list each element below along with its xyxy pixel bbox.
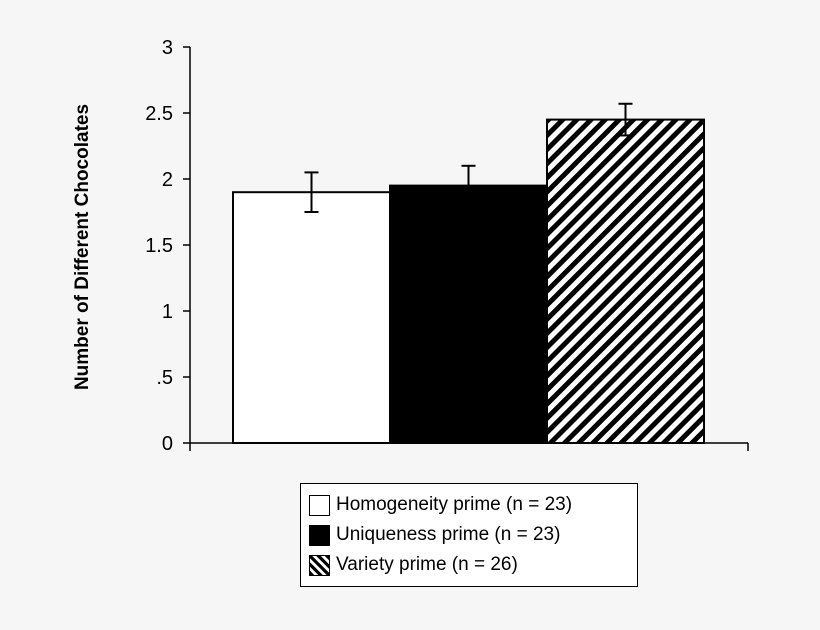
legend-item-uniqueness: Uniqueness prime (n = 23) xyxy=(309,520,637,550)
error-bars xyxy=(304,102,633,213)
y-tick-label: 2.5 xyxy=(145,103,173,125)
legend-item-variety: Variety prime (n = 26) xyxy=(309,550,637,580)
legend-label-variety: Variety prime (n = 26) xyxy=(336,554,518,575)
y-tick-label: 0 xyxy=(162,433,173,455)
bar-variety xyxy=(546,118,705,444)
legend-swatch-uniqueness xyxy=(309,524,330,546)
x-axis xyxy=(189,442,749,451)
legend: Homogeneity prime (n = 23) Uniqueness pr… xyxy=(300,483,638,587)
bars xyxy=(232,118,705,444)
y-tick-label: 1.5 xyxy=(145,235,173,257)
legend-swatch-variety xyxy=(309,554,330,576)
legend-label-homogeneity: Homogeneity prime (n = 23) xyxy=(336,494,573,515)
y-axis-label: Number of Different Chocolates xyxy=(72,104,93,390)
y-axis: 0 .5 1 1.5 2 2.5 3 xyxy=(145,37,191,455)
y-tick-label: 2 xyxy=(162,169,173,191)
legend-label-uniqueness: Uniqueness prime (n = 23) xyxy=(336,524,561,545)
legend-swatch-homogeneity xyxy=(309,494,330,516)
legend-item-homogeneity: Homogeneity prime (n = 23) xyxy=(309,490,637,520)
y-tick-label: 1 xyxy=(162,301,173,323)
y-tick-label: 3 xyxy=(162,37,173,59)
y-tick-label: .5 xyxy=(156,367,173,389)
bar-uniqueness xyxy=(389,184,548,444)
bar-homogeneity xyxy=(232,191,391,444)
